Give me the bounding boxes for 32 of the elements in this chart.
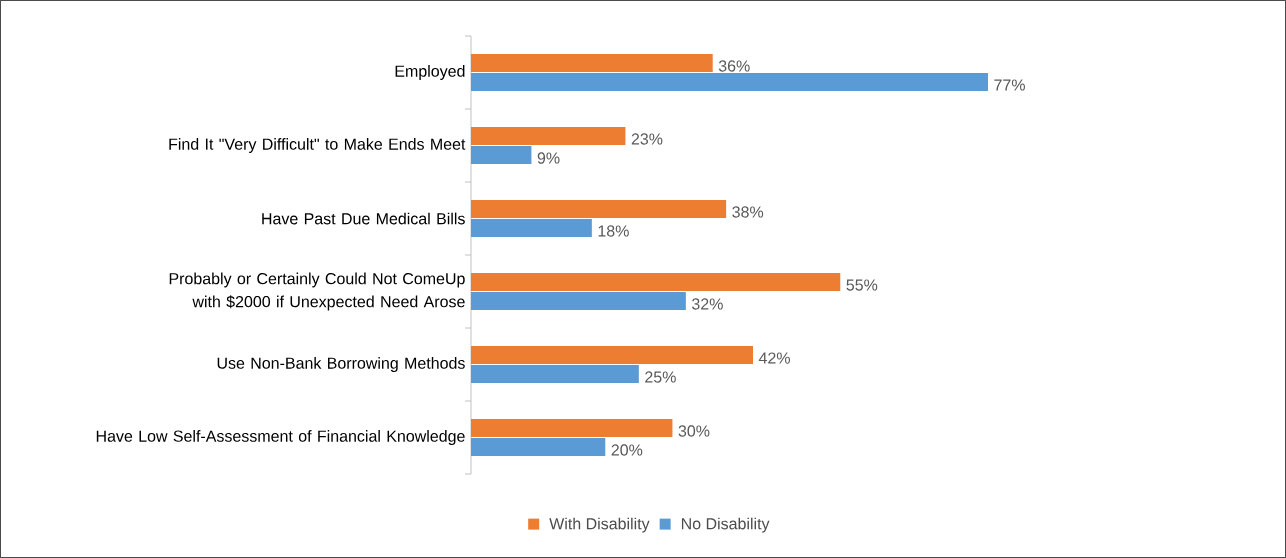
bar [471,292,686,311]
bar [471,54,713,73]
data-label: 55% [846,279,878,291]
bar [471,273,841,292]
y-tick-label: Use Non-Bank Borrowing Methods [217,357,465,372]
bar [471,127,626,146]
data-label: 9% [537,152,560,164]
bar [471,365,639,384]
y-tick-label: Find It "Very Difficult" to Make Ends Meet [169,138,466,153]
y-tick-label: Have Past Due Medical Bills [262,212,465,225]
data-label: 25% [645,371,676,383]
y-tick-label: Employed [395,65,465,80]
data-label: 23% [631,133,663,145]
bar [471,346,753,365]
data-label: 18% [598,225,629,237]
data-label: 20% [611,444,643,456]
legend-label: With Disability [549,517,650,533]
data-label: 36% [718,60,750,72]
bar [471,438,606,457]
data-label: 77% [994,79,1025,91]
data-label: 30% [678,425,710,437]
bar [471,200,727,219]
bar [471,146,532,165]
data-label: 42% [758,352,790,364]
bar [471,419,673,438]
y-tick-label: Probably or Certainly Could Not ComeUp with $2000 if Unexpected Need Arose [169,272,465,311]
bar [471,73,988,92]
bar [471,219,592,238]
data-label: 32% [692,298,723,310]
legend-label: No Disability [681,517,770,533]
y-tick-label: Have Low Self-Assessment of Financial Knowledge [96,430,465,445]
data-label: 38% [732,206,764,218]
